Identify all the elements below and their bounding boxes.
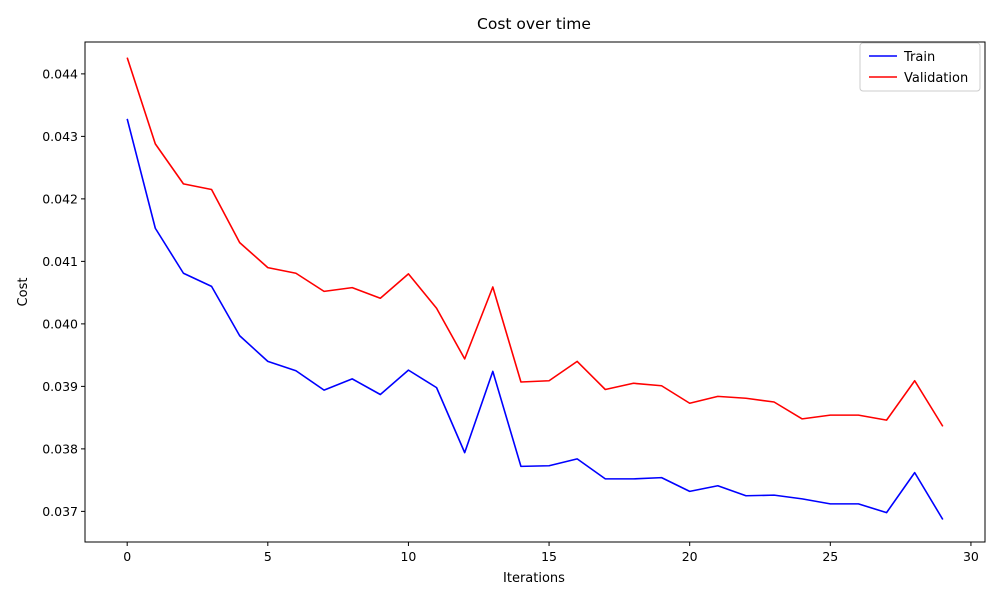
legend: Train Validation [859, 42, 981, 92]
y-tick-label: 0.038 [42, 441, 78, 456]
y-tick-label: 0.041 [42, 254, 78, 269]
y-axis-label: Cost [16, 278, 31, 307]
y-tick-label: 0.039 [42, 379, 78, 394]
chart-title: Cost over time [477, 15, 591, 33]
data-series [126, 57, 944, 520]
x-tick-label: 25 [822, 549, 838, 564]
legend-box [859, 42, 981, 92]
x-tick-label: 15 [541, 549, 557, 564]
legend-label-validation: Validation [904, 71, 968, 86]
y-tick-label: 0.040 [42, 316, 78, 331]
x-tick-label: 5 [264, 549, 272, 564]
series-line-train [126, 118, 944, 520]
y-tick-label: 0.037 [42, 504, 78, 519]
plot-frame [84, 41, 986, 543]
x-tick-label: 10 [400, 549, 416, 564]
series-line-validation [126, 57, 944, 427]
y-tick-label: 0.044 [42, 66, 78, 81]
y-tick-label: 0.042 [42, 191, 78, 206]
axis-ticks: 0 5 10 15 20 25 30 0.037 0.038 0.039 0.040 0.041 0.0… [42, 66, 979, 564]
y-tick-label: 0.043 [42, 129, 78, 144]
x-tick-label: 0 [123, 549, 131, 564]
x-tick-label: 20 [682, 549, 698, 564]
legend-label-train: Train [903, 50, 935, 65]
x-axis-label: Iterations [503, 571, 565, 586]
x-tick-label: 30 [963, 549, 979, 564]
